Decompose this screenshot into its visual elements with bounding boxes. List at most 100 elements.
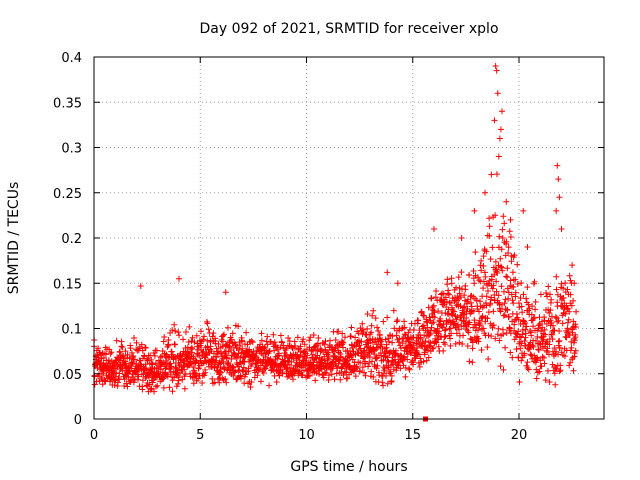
data-point [470, 308, 477, 315]
data-point [301, 341, 308, 348]
data-point [469, 339, 476, 346]
data-point [257, 378, 264, 385]
data-point [131, 334, 138, 341]
data-point [523, 323, 530, 330]
data-point [478, 347, 485, 354]
data-point [139, 347, 146, 354]
data-point [452, 340, 459, 347]
data-point [438, 291, 445, 298]
data-point [567, 359, 574, 366]
data-point [542, 377, 549, 384]
data-point [441, 327, 448, 334]
data-point [525, 301, 532, 308]
data-point [230, 372, 237, 379]
data-point [373, 355, 380, 362]
data-point [134, 376, 141, 383]
data-point-spike [555, 176, 562, 183]
data-point [161, 334, 168, 341]
data-point [406, 366, 413, 373]
data-point [485, 332, 492, 339]
data-point [359, 364, 366, 371]
data-point [421, 351, 428, 358]
data-point [512, 289, 519, 296]
data-point [558, 349, 565, 356]
data-point [492, 335, 499, 342]
data-point [164, 373, 171, 380]
data-point [504, 307, 511, 314]
data-point [325, 353, 332, 360]
data-point [215, 341, 222, 348]
data-point [505, 313, 512, 320]
data-point [570, 367, 577, 374]
data-point [416, 351, 423, 358]
data-point [524, 359, 531, 366]
data-point [423, 357, 430, 364]
data-point [507, 234, 514, 241]
data-point [238, 337, 245, 344]
data-point [297, 352, 304, 359]
data-point [492, 212, 499, 219]
data-point [361, 369, 368, 376]
data-point [487, 256, 494, 263]
data-point [509, 318, 516, 325]
data-point [388, 372, 395, 379]
data-point [368, 368, 375, 375]
x-tick-label: 5 [196, 428, 204, 443]
data-point [564, 319, 571, 326]
data-point [339, 330, 346, 337]
data-point [507, 349, 514, 356]
data-point [494, 331, 501, 338]
data-point [401, 318, 408, 325]
data-point [277, 332, 284, 339]
data-point-spike [495, 153, 502, 160]
data-point [117, 357, 124, 364]
data-point [443, 298, 450, 305]
data-point [455, 321, 462, 328]
data-point [235, 323, 242, 330]
data-point [97, 360, 104, 367]
data-point [341, 334, 348, 341]
data-point [553, 286, 560, 293]
data-point [393, 332, 400, 339]
data-point [442, 326, 449, 333]
y-tick-label: 0.1 [61, 323, 82, 338]
data-point [320, 374, 327, 381]
data-point [269, 359, 276, 366]
data-point [548, 296, 555, 303]
data-point [348, 324, 355, 331]
data-point [500, 331, 507, 338]
data-point [248, 379, 255, 386]
data-point [455, 274, 462, 281]
data-point [362, 360, 369, 367]
data-point [486, 223, 493, 230]
data-point [306, 372, 313, 379]
data-point [347, 348, 354, 355]
data-point [465, 329, 472, 336]
data-point [420, 322, 427, 329]
data-point [493, 288, 500, 295]
data-point [292, 367, 299, 374]
data-point [210, 330, 217, 337]
data-point [547, 291, 554, 298]
data-point [119, 344, 126, 351]
data-point [425, 354, 432, 361]
data-point [148, 356, 155, 363]
data-point [507, 277, 514, 284]
data-point [466, 358, 473, 365]
data-point [118, 338, 125, 345]
data-point [290, 376, 297, 383]
y-tick-label: 0.4 [61, 51, 82, 66]
data-point [371, 351, 378, 358]
data-point [91, 381, 98, 388]
data-point [560, 294, 567, 301]
data-point [266, 348, 273, 355]
data-point [129, 360, 136, 367]
data-point [410, 327, 417, 334]
data-point [375, 327, 382, 334]
data-point [393, 318, 400, 325]
data-point [571, 335, 578, 342]
data-point [176, 332, 183, 339]
data-point [448, 330, 455, 337]
data-point [337, 376, 344, 383]
data-point [314, 342, 321, 349]
